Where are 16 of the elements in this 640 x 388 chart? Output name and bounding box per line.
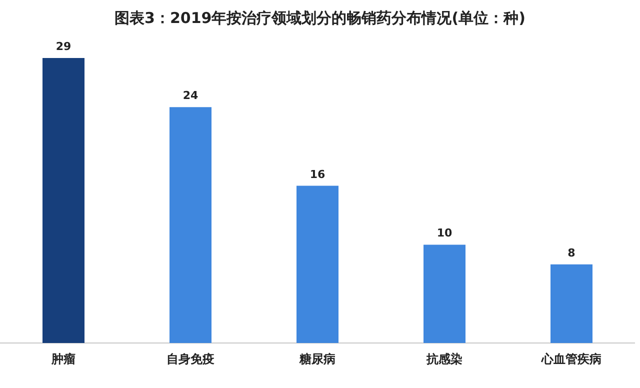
bar [296, 186, 338, 343]
bar [42, 58, 84, 343]
chart-title: 图表3：2019年按治疗领域划分的畅销药分布情况(单位：种) [114, 9, 526, 27]
x-tick-label: 抗感染 [426, 352, 462, 366]
data-label: 16 [310, 168, 326, 181]
x-tick-label: 自身免疫 [166, 352, 214, 366]
x-tick-label: 肿瘤 [50, 352, 76, 366]
data-label: 8 [568, 246, 576, 260]
data-label: 29 [56, 40, 72, 53]
bar [170, 107, 212, 343]
data-label: 24 [182, 89, 198, 102]
x-tick-label: 糖尿病 [298, 352, 336, 366]
bar [424, 244, 466, 343]
data-label: 10 [436, 226, 452, 240]
bar [550, 264, 592, 343]
x-tick-label: 心血管疾病 [540, 352, 602, 366]
